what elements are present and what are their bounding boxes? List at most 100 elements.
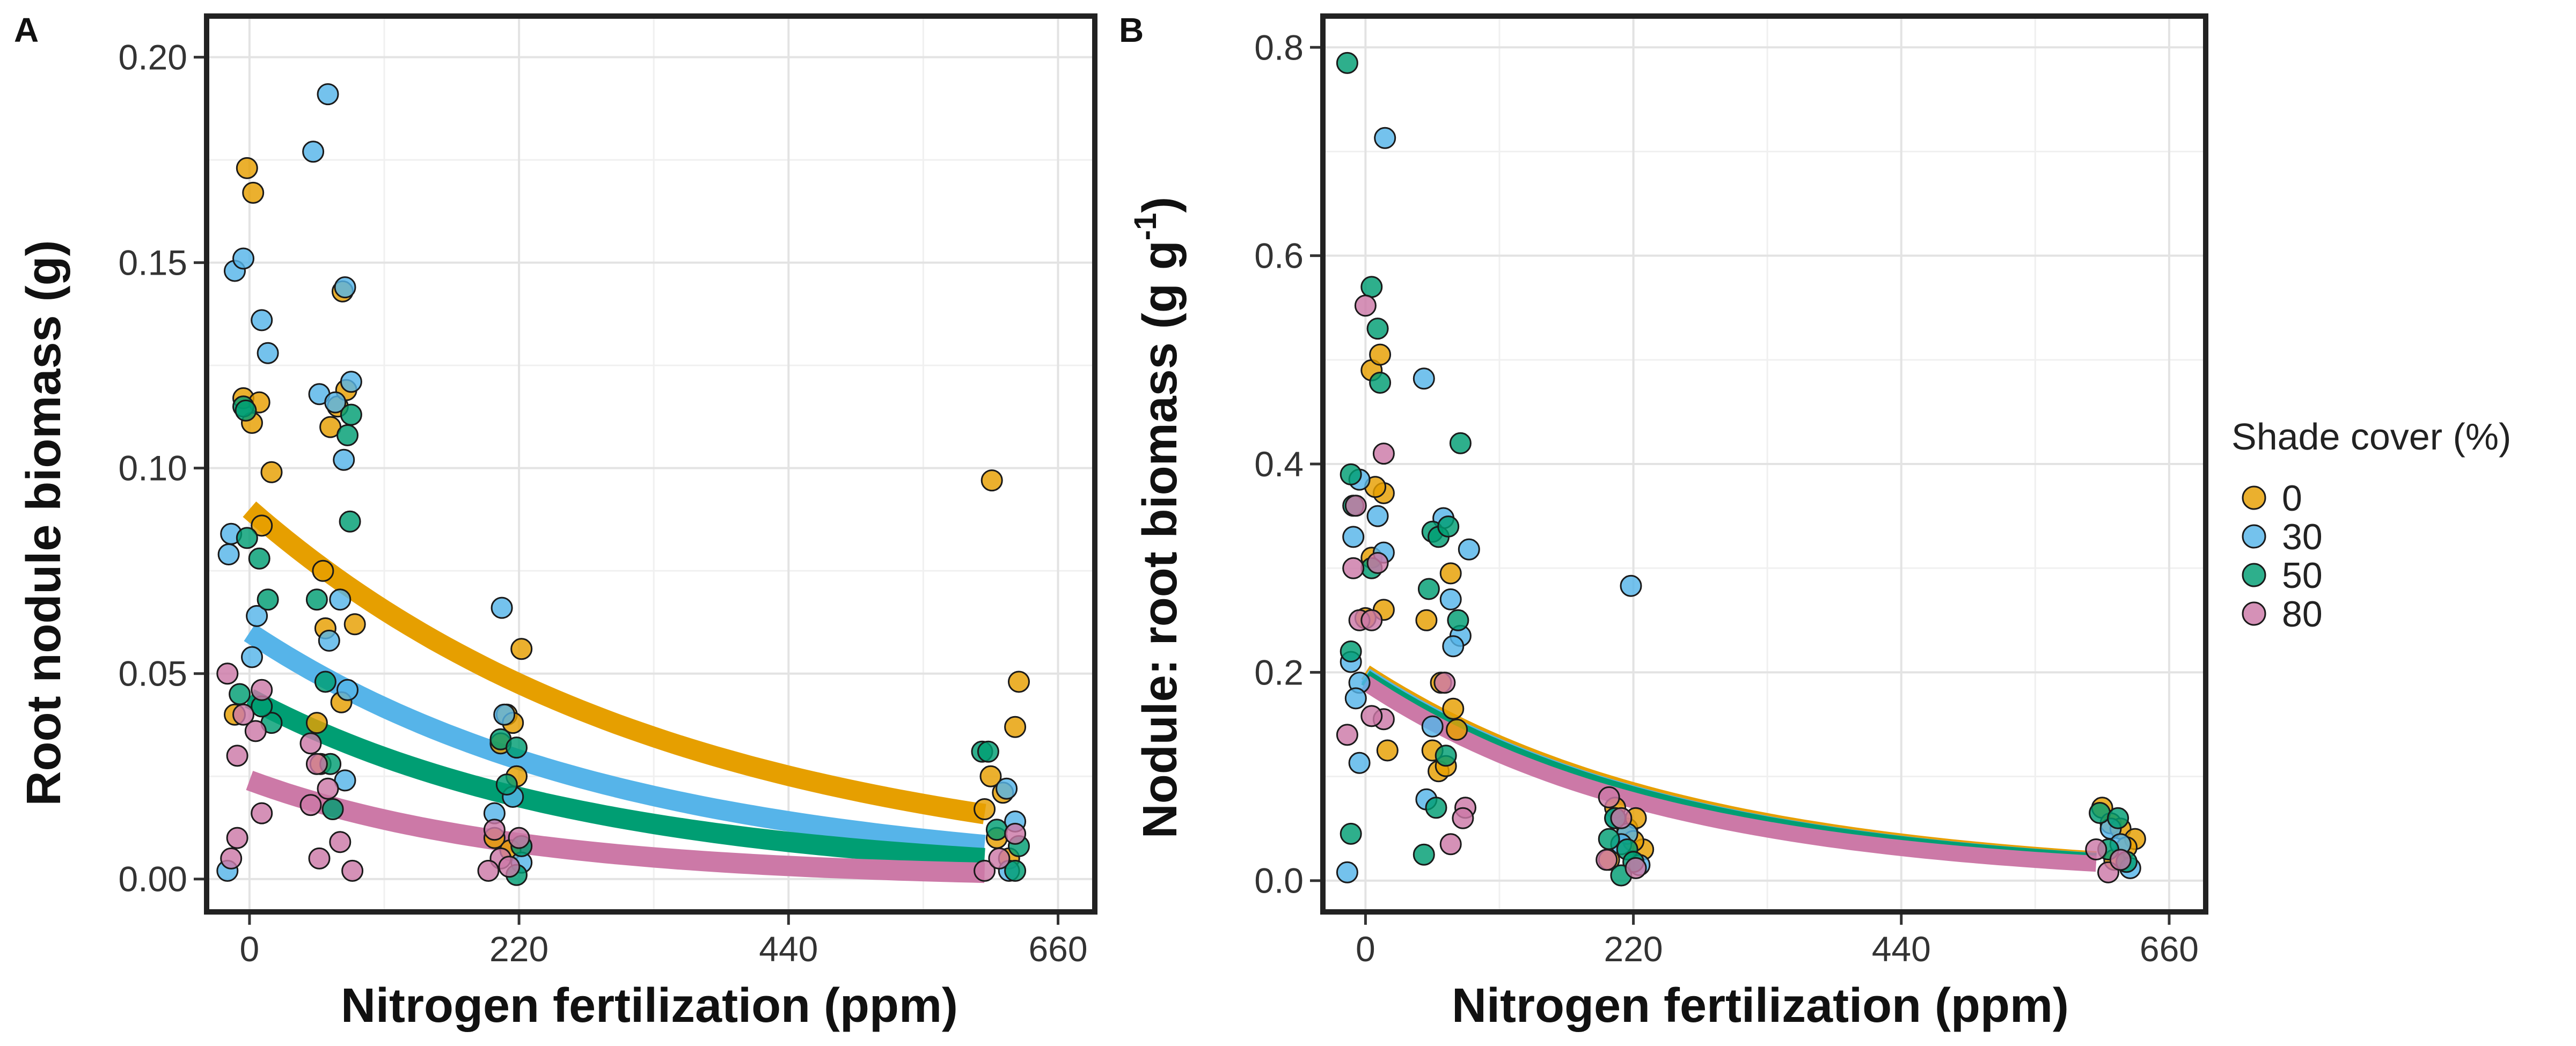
panel-letter-a: A (14, 11, 39, 49)
legend-title: Shade cover (%) (2231, 416, 2511, 458)
x-tick-label: 440 (1872, 929, 1931, 969)
data-point-shade-50 (1425, 797, 1447, 819)
data-point-shade-30 (1348, 752, 1371, 774)
data-point-shade-50 (248, 547, 270, 570)
data-point-shade-80 (299, 794, 322, 816)
data-point-shade-0 (1376, 739, 1399, 762)
data-point-shade-50 (1340, 822, 1362, 845)
data-point-shade-80 (226, 745, 248, 767)
data-point-shade-30 (318, 629, 340, 652)
panel-a-x-axis-title: Nitrogen fertilization (ppm) (341, 979, 958, 1033)
data-point-shade-30 (1458, 538, 1480, 561)
data-point-shade-30 (217, 543, 240, 565)
panel-letter-b: B (1119, 11, 1144, 49)
y-tick-label: 0.15 (119, 243, 187, 283)
y-tick-label: 0.6 (1254, 236, 1304, 276)
data-point-shade-80 (477, 859, 500, 882)
data-point-shade-80 (317, 777, 339, 800)
data-point-shade-30 (251, 309, 273, 332)
data-point-shade-0 (251, 514, 273, 537)
legend-label-shade-50: 50 (2282, 555, 2323, 596)
data-point-shade-30 (1620, 574, 1642, 597)
data-point-shade-30 (246, 605, 268, 627)
data-point-shade-0 (1004, 716, 1027, 738)
data-point-shade-50 (229, 683, 251, 705)
data-point-shade-0 (1442, 697, 1465, 720)
data-point-shade-30 (1336, 861, 1358, 883)
data-point-shade-0 (510, 638, 533, 660)
panel-b-y-axis-title-close: ) (1133, 197, 1187, 213)
fit-line-shade-30 (244, 624, 986, 856)
data-point-shade-50 (1360, 276, 1383, 298)
panel-a-y-ticks: 0.00 0.05 0.10 0.15 0.20 (119, 38, 204, 899)
legend-swatch-shade-0 (2242, 485, 2266, 510)
data-point-shade-30 (1344, 687, 1367, 710)
y-tick-label: 0.10 (119, 448, 187, 488)
data-point-shade-50 (314, 671, 336, 693)
data-point-shade-50 (305, 588, 328, 611)
panel-b-points (1336, 51, 2146, 887)
data-point-shade-0 (980, 469, 1003, 492)
legend-swatch-shade-80 (2242, 601, 2266, 626)
data-point-shade-0 (1439, 562, 1462, 585)
data-point-shade-80 (329, 831, 352, 853)
data-point-shade-0 (312, 559, 334, 582)
y-tick-label: 0.0 (1254, 861, 1304, 901)
data-point-shade-50 (340, 403, 362, 426)
x-tick-label: 660 (1028, 929, 1087, 969)
data-point-shade-80 (1372, 443, 1395, 465)
data-point-shade-80 (341, 859, 364, 882)
data-point-shade-50 (985, 819, 1008, 841)
fit-line-shade-0 (243, 501, 986, 824)
panel-b-y-axis-title-main: Nodule: root biomass (g g (1133, 240, 1187, 838)
data-point-shade-0 (343, 613, 366, 636)
data-point-shade-80 (1624, 857, 1647, 879)
panel-a-grid (207, 16, 1095, 912)
data-point-shade-50 (1366, 318, 1389, 340)
y-tick-label: 0.20 (119, 38, 187, 77)
data-point-shade-80 (251, 679, 273, 701)
data-point-shade-0 (1008, 671, 1030, 693)
data-point-shade-0 (1446, 718, 1468, 741)
data-point-shade-30 (1374, 127, 1396, 149)
panel-b-y-axis-title: Nodule: root biomass (g g-1) (1128, 197, 1187, 839)
data-point-shade-80 (974, 859, 996, 882)
data-point-shade-80 (1342, 557, 1365, 579)
data-point-shade-0 (236, 157, 258, 179)
y-tick-label: 0.8 (1254, 27, 1304, 67)
data-point-shade-30 (1421, 715, 1444, 738)
panel-b-y-axis-title-superscript: -1 (1128, 213, 1163, 241)
data-point-shade-50 (1413, 843, 1435, 866)
data-point-shade-80 (1596, 849, 1618, 871)
data-point-shade-50 (235, 399, 257, 422)
data-point-shade-30 (317, 83, 339, 106)
data-point-shade-80 (1344, 495, 1367, 517)
data-point-shade-30 (996, 777, 1018, 800)
data-point-shade-50 (1447, 609, 1469, 631)
data-point-shade-50 (236, 527, 258, 549)
data-point-shade-50 (257, 588, 279, 611)
data-point-shade-30 (1439, 588, 1462, 610)
data-point-shade-80 (244, 720, 267, 742)
panel-b-frame (1320, 13, 2208, 915)
data-point-shade-50 (977, 740, 999, 763)
data-point-shade-50 (495, 774, 518, 795)
data-point-shade-50 (1004, 859, 1027, 882)
data-point-shade-80 (232, 703, 254, 726)
x-tick-label: 220 (1604, 929, 1663, 969)
data-point-shade-30 (491, 596, 513, 619)
data-point-shade-80 (508, 827, 530, 849)
data-point-shade-80 (251, 802, 273, 824)
data-point-shade-30 (493, 703, 516, 726)
data-point-shade-0 (979, 765, 1002, 787)
data-point-shade-30 (241, 646, 263, 668)
legend-swatch-shade-50 (2242, 563, 2266, 587)
panel-b-x-ticks: 0 220 440 660 (1356, 915, 2199, 969)
x-tick-label: 440 (759, 929, 818, 969)
data-point-shade-80 (2109, 849, 2132, 871)
panel-b-fit-lines (1361, 665, 2097, 872)
data-point-shade-80 (1452, 807, 1474, 829)
data-point-shade-80 (1366, 552, 1389, 574)
data-point-shade-50 (2089, 802, 2111, 824)
data-point-shade-0 (305, 712, 328, 734)
